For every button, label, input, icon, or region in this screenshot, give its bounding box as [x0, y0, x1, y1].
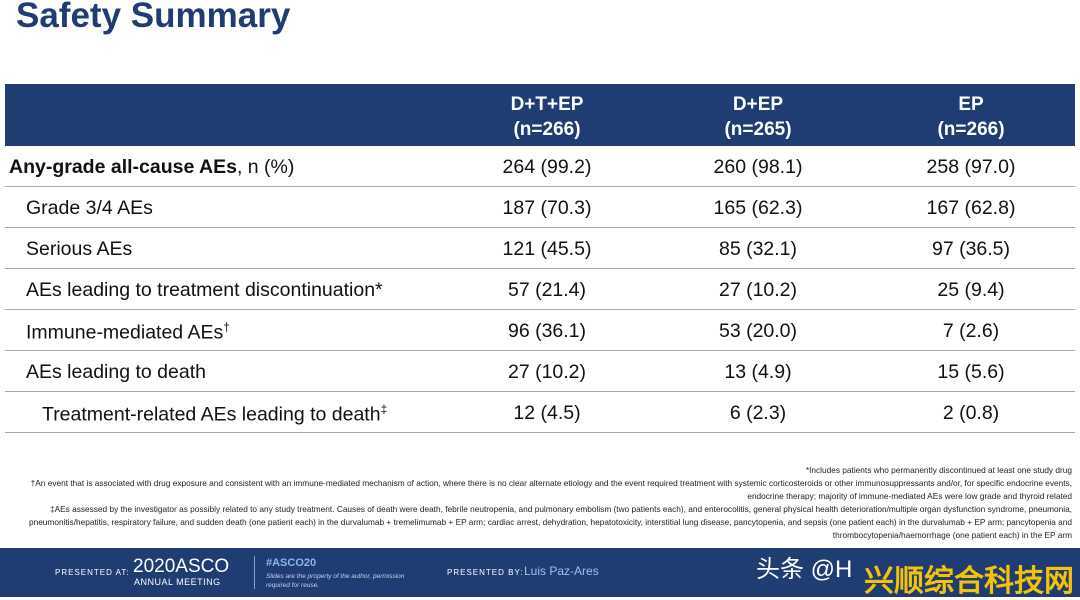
- table-cell: 57 (21.4): [507, 279, 587, 301]
- footnotes: *Includes patients who permanently disco…: [12, 464, 1072, 542]
- row-label: Any-grade all-cause AEs, n (%): [9, 156, 294, 179]
- table-header: D+T+EP (n=266) D+EP (n=265) EP (n=266): [5, 84, 1075, 146]
- slide-footer: PRESENTED AT: 2020ASCO ANNUAL MEETING #A…: [0, 548, 1080, 597]
- safety-table: D+T+EP (n=266) D+EP (n=265) EP (n=266) A…: [5, 84, 1075, 433]
- presented-at-label: PRESENTED AT:: [55, 568, 130, 577]
- row-label-text: Treatment-related AEs leading to death: [42, 403, 381, 426]
- column-header-dtep: D+T+EP (n=266): [442, 92, 652, 142]
- table-row: Any-grade all-cause AEs, n (%) 264 (99.2…: [5, 146, 1075, 187]
- row-label-bold: Any-grade all-cause AEs: [9, 156, 237, 178]
- table-cell: 13 (4.9): [724, 361, 792, 383]
- row-label-unit: , n (%): [236, 156, 295, 178]
- table-cell: 6 (2.3): [729, 402, 787, 424]
- table-row: AEs leading to death 27 (10.2) 13 (4.9) …: [5, 351, 1075, 392]
- table-cell: 27 (10.2): [507, 361, 587, 383]
- column-header-n: (n=266): [937, 119, 1005, 140]
- footer-divider: [254, 556, 255, 589]
- table-cell: 53 (20.0): [718, 320, 798, 342]
- presented-by-label: PRESENTED BY:: [447, 568, 524, 577]
- footnote: *Includes patients who permanently disco…: [805, 465, 1072, 475]
- column-header-n: (n=265): [724, 119, 792, 140]
- watermark-site: 兴顺综合科技网: [864, 565, 1074, 598]
- table-cell: 97 (36.5): [931, 238, 1011, 260]
- presenter-name: Luis Paz-Ares: [524, 564, 599, 578]
- column-header-n: (n=266): [513, 119, 581, 140]
- row-label: AEs leading to death: [26, 361, 206, 383]
- table-cell: 121 (45.5): [502, 238, 592, 260]
- table-row: Treatment-related AEs leading to death‡ …: [5, 392, 1075, 433]
- table-row: AEs leading to treatment discontinuation…: [5, 269, 1075, 310]
- footnote-marker: ‡: [380, 402, 388, 416]
- row-label: Grade 3/4 AEs: [26, 197, 153, 219]
- copyright-note: Slides are the property of the author, p…: [266, 573, 405, 589]
- table-cell: 264 (99.2): [502, 156, 592, 178]
- column-header-arm: D+T+EP: [510, 94, 584, 115]
- table-cell: 27 (10.2): [718, 279, 798, 301]
- table-row: Immune-mediated AEs† 96 (36.1) 53 (20.0)…: [5, 310, 1075, 351]
- table-cell: 25 (9.4): [937, 279, 1005, 301]
- table-cell: 258 (97.0): [926, 156, 1016, 178]
- table-cell: 7 (2.6): [942, 320, 1000, 342]
- table-cell: 187 (70.3): [502, 197, 592, 219]
- row-label: AEs leading to treatment discontinuation…: [26, 279, 383, 301]
- hashtag: #ASCO20: [266, 557, 317, 569]
- column-header-ep: EP (n=266): [866, 92, 1076, 142]
- row-label-text: Immune-mediated AEs: [26, 321, 224, 344]
- table-row: Grade 3/4 AEs 187 (70.3) 165 (62.3) 167 …: [5, 187, 1075, 228]
- table-cell: 15 (5.6): [937, 361, 1005, 383]
- table-cell: 165 (62.3): [713, 197, 803, 219]
- footnote-marker: †: [223, 320, 230, 334]
- column-header-dep: D+EP (n=265): [653, 92, 863, 142]
- footnote: ‡AEs assessed by the investigator as pos…: [28, 504, 1072, 540]
- column-header-arm: EP: [958, 94, 984, 115]
- table-row: Serious AEs 121 (45.5) 85 (32.1) 97 (36.…: [5, 228, 1075, 269]
- column-header-arm: D+EP: [732, 94, 784, 115]
- table-cell: 85 (32.1): [718, 238, 798, 260]
- table-cell: 167 (62.8): [926, 197, 1016, 219]
- asco-logo: 2020ASCO: [133, 556, 230, 577]
- asco-logo-subtitle: ANNUAL MEETING: [134, 577, 221, 587]
- table-cell: 12 (4.5): [513, 402, 581, 424]
- table-cell: 96 (36.1): [507, 320, 587, 342]
- table-cell: 260 (98.1): [713, 156, 803, 178]
- watermark-source: 头条 @H: [756, 556, 853, 583]
- footnote: †An event that is associated with drug e…: [30, 478, 1072, 501]
- slide-title: Safety Summary: [16, 0, 291, 35]
- row-label: Treatment-related AEs leading to death‡: [42, 402, 387, 427]
- table-cell: 2 (0.8): [942, 402, 1000, 424]
- row-label: Immune-mediated AEs†: [26, 320, 230, 345]
- row-label: Serious AEs: [26, 238, 133, 260]
